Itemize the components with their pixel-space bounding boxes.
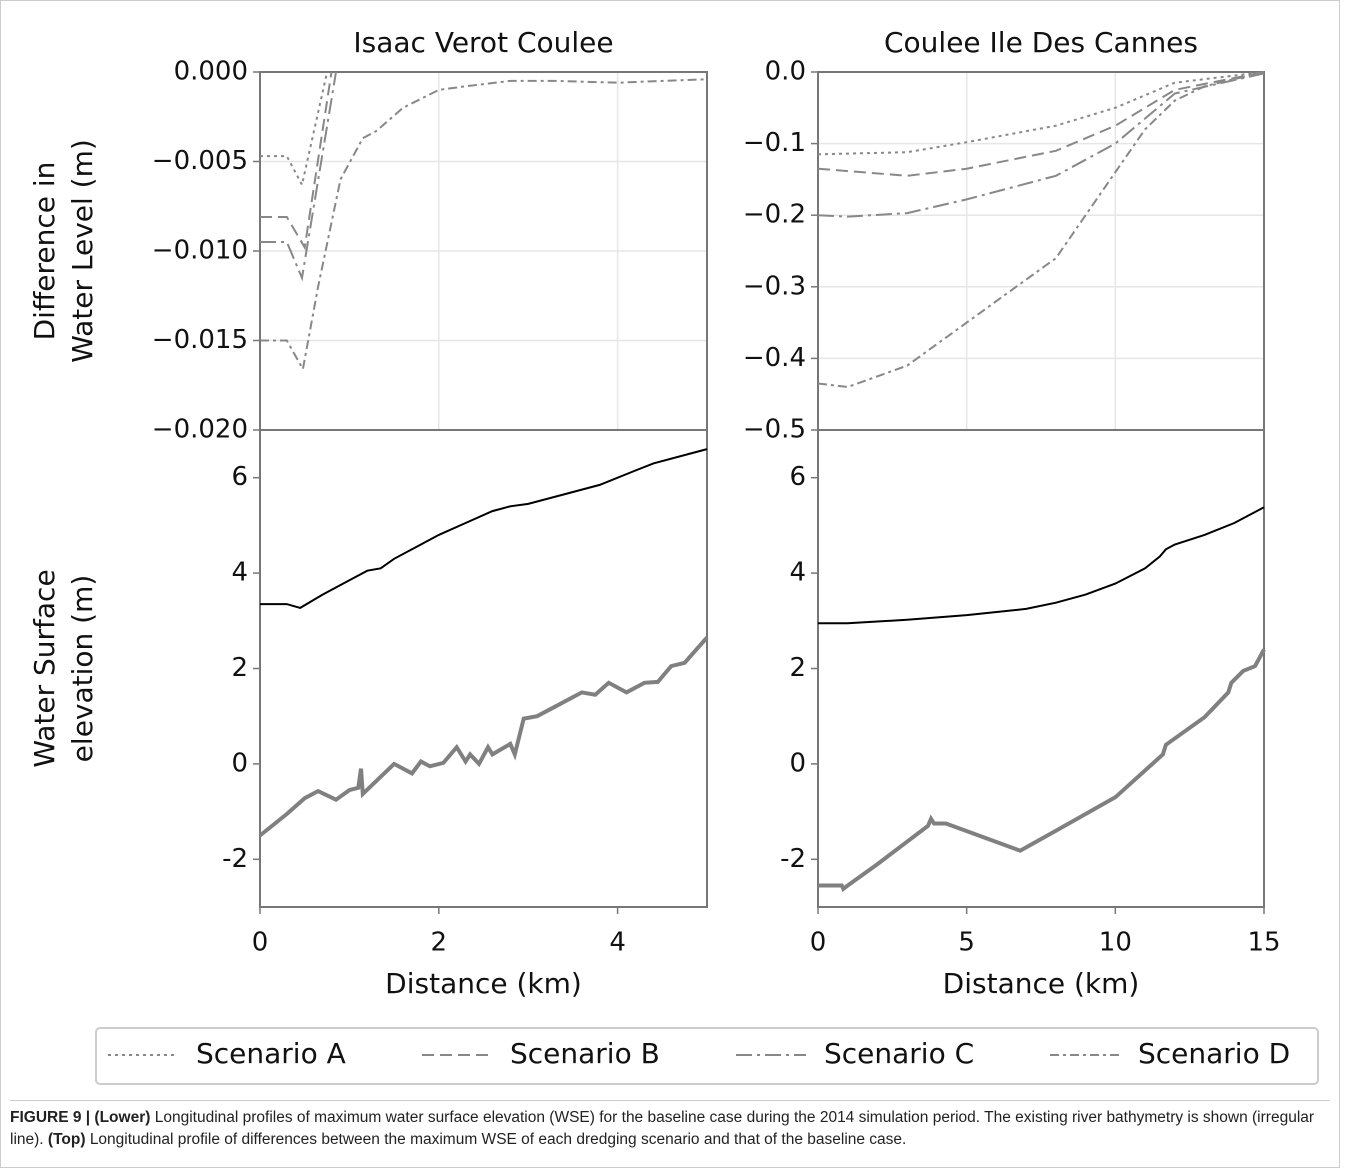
y-tick-label: 6 bbox=[231, 462, 248, 492]
x-tick-label: 0 bbox=[252, 928, 269, 958]
x-tick-label: 10 bbox=[1099, 928, 1132, 958]
y-tick-label: 0.0 bbox=[765, 57, 806, 87]
y-tick-label: −0.1 bbox=[743, 128, 806, 158]
y-tick-label: 2 bbox=[231, 653, 248, 683]
y-tick-label: -2 bbox=[780, 844, 806, 874]
series-line bbox=[817, 71, 1265, 389]
y-tick-label: −0.005 bbox=[152, 146, 248, 176]
y-tick-label: -2 bbox=[222, 844, 248, 874]
series-line bbox=[260, 448, 708, 609]
y-axis-label: Water Surface bbox=[28, 569, 61, 767]
y-tick-label: −0.4 bbox=[743, 343, 806, 373]
caption-text: Longitudinal profile of differences betw… bbox=[89, 1131, 907, 1148]
series-line bbox=[258, 636, 709, 838]
series-line bbox=[818, 506, 1265, 625]
legend-label: Scenario C bbox=[824, 1037, 974, 1070]
x-axis-label: Distance (km) bbox=[385, 967, 582, 1000]
x-tick-label: 5 bbox=[958, 928, 975, 958]
y-tick-label: 2 bbox=[789, 653, 806, 683]
series-line bbox=[260, 71, 337, 282]
y-tick-label: −0.020 bbox=[152, 415, 248, 445]
y-tick-label: 4 bbox=[231, 558, 248, 588]
y-axis-label: elevation (m) bbox=[66, 575, 99, 763]
panel-title: Isaac Verot Coulee bbox=[353, 26, 613, 59]
plot-frame bbox=[259, 429, 708, 908]
y-tick-label: −0.5 bbox=[743, 415, 806, 445]
x-tick-label: 4 bbox=[609, 928, 626, 958]
y-tick-label: 0.000 bbox=[174, 57, 248, 87]
y-tick-label: −0.3 bbox=[743, 271, 806, 301]
series-line bbox=[818, 648, 1266, 893]
legend-label: Scenario B bbox=[510, 1037, 660, 1070]
legend-label: Scenario D bbox=[1138, 1037, 1290, 1070]
y-tick-label: −0.015 bbox=[152, 325, 248, 355]
legend-frame bbox=[95, 1027, 1319, 1085]
series-line bbox=[260, 71, 333, 251]
series-line bbox=[817, 72, 1265, 218]
caption: FIGURE 9 | (Lower) Longitudinal profiles… bbox=[10, 1100, 1330, 1151]
x-tick-label: 0 bbox=[810, 928, 827, 958]
caption-text: Longitudinal profiles of maximum water s… bbox=[10, 1109, 1315, 1148]
y-tick-label: 0 bbox=[789, 748, 806, 778]
x-axis-label: Distance (km) bbox=[943, 967, 1140, 1000]
caption-label: (Top) bbox=[47, 1131, 86, 1148]
series-line bbox=[817, 71, 1265, 156]
y-axis-label: Water Level (m) bbox=[66, 139, 99, 363]
x-tick-label: 15 bbox=[1247, 928, 1280, 958]
panel-title: Coulee Ile Des Cannes bbox=[884, 26, 1198, 59]
series-line bbox=[817, 71, 1265, 177]
series-line bbox=[260, 71, 329, 188]
y-tick-label: −0.010 bbox=[152, 236, 248, 266]
caption-label: FIGURE 9 | (Lower) bbox=[10, 1109, 151, 1126]
y-axis-label: Difference in bbox=[28, 162, 61, 341]
y-tick-label: 4 bbox=[789, 558, 806, 588]
y-tick-label: −0.2 bbox=[743, 200, 806, 230]
x-tick-label: 2 bbox=[431, 928, 448, 958]
legend-label: Scenario A bbox=[196, 1037, 346, 1070]
y-tick-label: 6 bbox=[789, 462, 806, 492]
plot-frame bbox=[817, 429, 1265, 908]
y-tick-label: 0 bbox=[231, 748, 248, 778]
series-line bbox=[260, 78, 708, 372]
